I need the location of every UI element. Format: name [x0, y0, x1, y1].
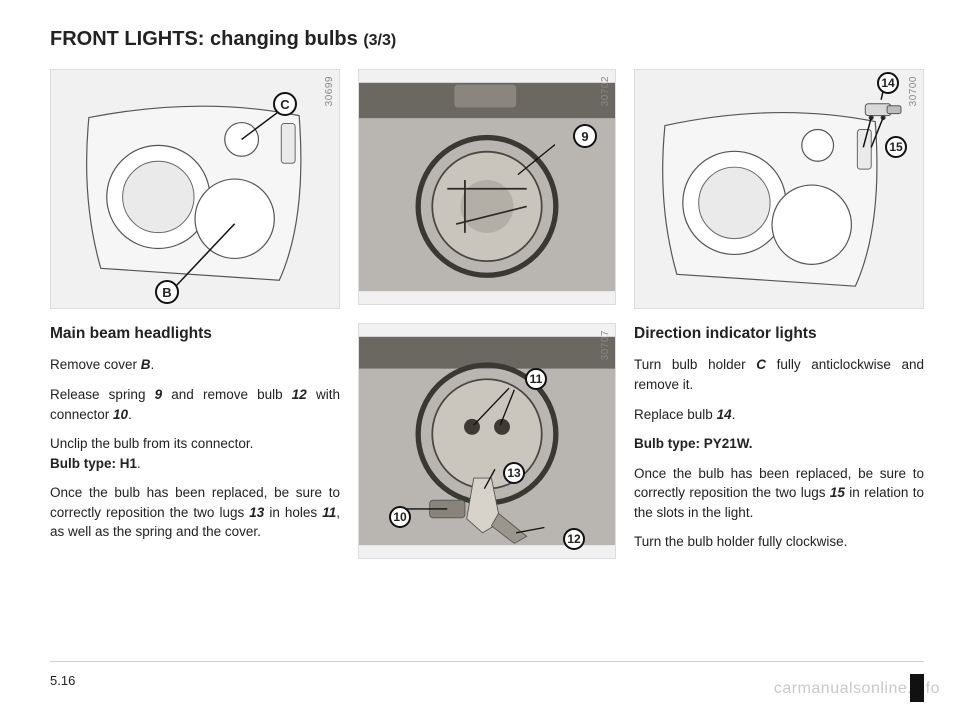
right-p3: Bulb type: PY21W.: [634, 434, 924, 454]
callout-14: 14: [877, 72, 899, 94]
figure-headlight-1415: 30700 14 15: [634, 69, 924, 309]
image-code: 30707: [600, 330, 611, 360]
right-p5: Turn the bulb holder fully clockwise.: [634, 532, 924, 552]
left-text: Main beam headlights Remove cover B. Rel…: [50, 309, 340, 542]
right-p1: Turn bulb holder C fully anticlockwise a…: [634, 355, 924, 394]
callout-15: 15: [885, 136, 907, 158]
content-columns: 30699 C B Main beam headlights Remove co…: [50, 69, 924, 559]
callout-11: 11: [525, 368, 547, 390]
right-text: Direction indicator lights Turn bulb hol…: [634, 309, 924, 552]
callout-b: B: [155, 280, 179, 304]
page-title: FRONT LIGHTS: changing bulbs (3/3): [50, 28, 924, 51]
title-sub: (3/3): [363, 32, 396, 49]
right-p2: Replace bulb 14.: [634, 405, 924, 425]
column-left: 30699 C B Main beam headlights Remove co…: [50, 69, 340, 559]
title-main: FRONT LIGHTS: changing bulbs: [50, 28, 363, 50]
image-code: 30702: [600, 76, 611, 106]
right-p4: Once the bulb has been replaced, be sure…: [634, 464, 924, 523]
callout-13: 13: [503, 462, 525, 484]
callout-c: C: [273, 92, 297, 116]
callout-10: 10: [389, 506, 411, 528]
thumb-tab: [910, 674, 924, 702]
column-right: 30700 14 15: [634, 69, 924, 559]
figure-headlight-bc: 30699 C B: [50, 69, 340, 309]
left-p4: Once the bulb has been replaced, be sure…: [50, 483, 340, 542]
callout-9: 9: [573, 124, 597, 148]
image-code: 30700: [908, 76, 919, 106]
left-p1: Remove cover B.: [50, 355, 340, 375]
image-code: 30699: [324, 76, 335, 106]
footer-rule: [50, 661, 924, 662]
left-p2: Release spring 9 and remove bulb 12 with…: [50, 385, 340, 424]
left-p3: Unclip the bulb from its connector. Bulb…: [50, 434, 340, 473]
heading-direction-indicator: Direction indicator lights: [634, 323, 924, 345]
figure-spring-9: 30702 9: [358, 69, 616, 305]
heading-main-beam: Main beam headlights: [50, 323, 340, 345]
page-number: 5.16: [50, 673, 75, 688]
column-middle: 30702 9 30707: [358, 69, 616, 559]
callout-12: 12: [563, 528, 585, 550]
figure-connector: 30707 11 13 10 12: [358, 323, 616, 559]
